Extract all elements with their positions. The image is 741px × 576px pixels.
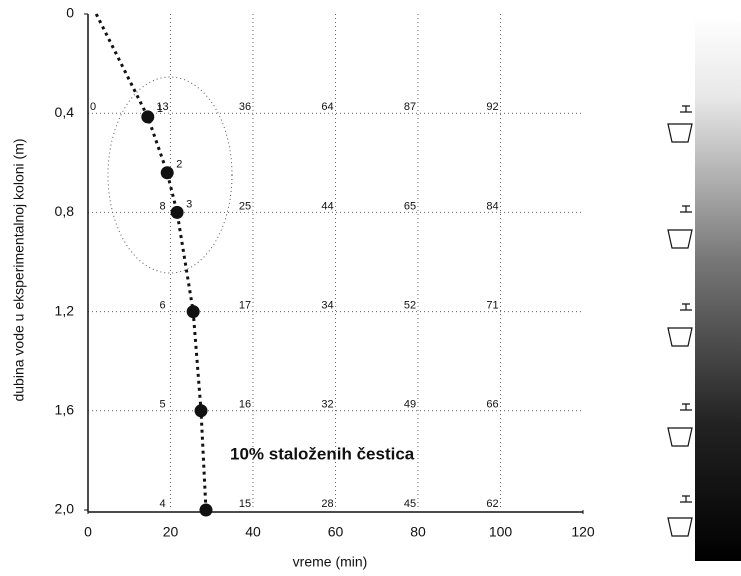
grid-value: 71 bbox=[486, 300, 498, 312]
x-tick-label: 100 bbox=[489, 524, 513, 540]
point-label: 1 bbox=[157, 103, 163, 115]
y-tick-label: 0,8 bbox=[55, 203, 75, 219]
grid-value: 13 bbox=[156, 101, 168, 113]
data-point bbox=[141, 110, 155, 124]
grid-value: 16 bbox=[239, 399, 251, 411]
point-label: 3 bbox=[186, 198, 192, 210]
grid-value: 44 bbox=[321, 200, 333, 212]
y-tick-label: 1,6 bbox=[55, 402, 75, 418]
grid-value: 62 bbox=[486, 498, 498, 510]
y-tick-label: 2,0 bbox=[55, 501, 75, 517]
data-point bbox=[194, 404, 208, 418]
grid-value: 32 bbox=[321, 399, 333, 411]
grid-value: 66 bbox=[486, 399, 498, 411]
grid-value: 36 bbox=[239, 101, 251, 113]
x-tick-label: 60 bbox=[328, 524, 344, 540]
data-point bbox=[199, 503, 213, 517]
grid-value: 8 bbox=[159, 200, 165, 212]
x-tick-label: 20 bbox=[163, 524, 179, 540]
grid-value: 64 bbox=[321, 101, 333, 113]
x-tick-label: 0 bbox=[84, 524, 92, 540]
x-tick-label: 40 bbox=[245, 524, 261, 540]
grid-value: 0 bbox=[90, 101, 96, 113]
sampling-ports bbox=[667, 105, 693, 537]
data-point bbox=[160, 166, 174, 180]
x-tick-label: 80 bbox=[410, 524, 426, 540]
data-point bbox=[186, 305, 200, 319]
settling-column bbox=[695, 15, 741, 561]
x-tick-label: 120 bbox=[571, 524, 595, 540]
grid-value: 52 bbox=[404, 300, 416, 312]
point-label: 2 bbox=[176, 159, 182, 171]
grid-value: 17 bbox=[239, 300, 251, 312]
grid-value: 84 bbox=[486, 200, 498, 212]
grid-value: 28 bbox=[321, 498, 333, 510]
grid-value: 25 bbox=[239, 200, 251, 212]
grid-value: 4 bbox=[159, 498, 165, 510]
grid-value: 92 bbox=[486, 101, 498, 113]
grid-value: 15 bbox=[239, 498, 251, 510]
grid-value: 45 bbox=[404, 498, 416, 510]
y-tick-label: 1,2 bbox=[55, 302, 75, 318]
y-tick-label: 0 bbox=[66, 5, 74, 21]
x-axis-title: vreme (min) bbox=[293, 554, 368, 570]
highlight-ellipse bbox=[107, 76, 233, 274]
y-tick-label: 0,4 bbox=[55, 104, 75, 120]
grid-value: 34 bbox=[321, 300, 333, 312]
data-point bbox=[170, 205, 184, 219]
grid-value: 6 bbox=[159, 300, 165, 312]
grid-value: 49 bbox=[404, 399, 416, 411]
y-axis-title: dubina vode u eksperimentalnoj koloni (m… bbox=[11, 138, 27, 401]
depth-curve bbox=[94, 13, 208, 511]
grid-value: 65 bbox=[404, 200, 416, 212]
annotation: 10% staloženih čestica bbox=[230, 444, 415, 463]
grid-value: 87 bbox=[404, 101, 416, 113]
grid-value: 5 bbox=[159, 399, 165, 411]
